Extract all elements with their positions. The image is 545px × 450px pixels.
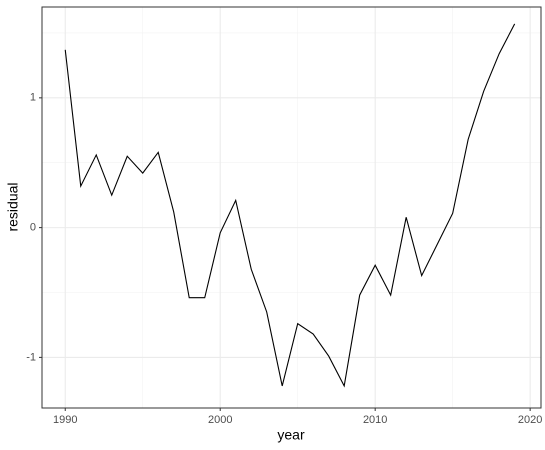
panel-border (41, 6, 542, 409)
x-axis-title: year (277, 427, 305, 443)
x-tick-label: 2000 (208, 414, 232, 426)
y-tick-label: -1 (26, 351, 36, 363)
y-axis-title: residual (5, 182, 21, 231)
y-tick-label: 0 (30, 222, 36, 234)
line (64, 23, 516, 388)
x-tick-label: 2020 (518, 414, 542, 426)
y-tick-label: 1 (30, 92, 36, 104)
x-tick-label: 1990 (53, 414, 77, 426)
x-tick-label: 2010 (363, 414, 387, 426)
